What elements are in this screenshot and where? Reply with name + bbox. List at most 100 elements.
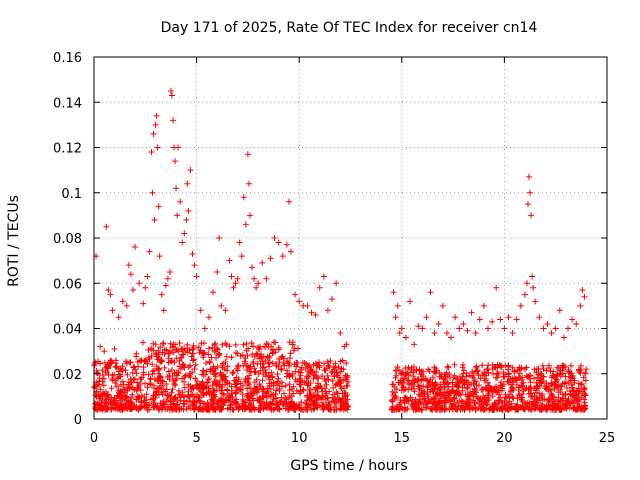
noise-point — [450, 405, 457, 412]
data-point-0-154 — [581, 293, 588, 300]
noise-point — [314, 404, 321, 411]
noise-point — [226, 343, 233, 350]
noise-point — [145, 354, 152, 361]
noise-point — [514, 406, 521, 413]
noise-point — [525, 386, 532, 393]
noise-point — [299, 359, 306, 366]
noise-point — [224, 391, 231, 398]
noise-point — [333, 381, 340, 388]
noise-point — [423, 404, 430, 411]
noise-point — [302, 399, 309, 406]
noise-point — [269, 373, 276, 380]
noise-point — [153, 363, 160, 370]
noise-point — [527, 390, 534, 397]
noise-point — [496, 370, 503, 377]
noise-point — [100, 382, 107, 389]
noise-point — [298, 406, 305, 413]
data-point-0-4 — [105, 287, 112, 294]
noise-point — [498, 364, 505, 371]
noise-point — [495, 387, 502, 394]
noise-point — [308, 406, 315, 413]
noise-point — [129, 391, 136, 398]
noise-point — [575, 390, 582, 397]
noise-point — [164, 395, 171, 402]
noise-point — [265, 393, 272, 400]
noise-point — [506, 393, 513, 400]
noise-point — [581, 386, 588, 393]
noise-point — [164, 392, 171, 399]
noise-point — [179, 361, 186, 368]
noise-point — [464, 385, 471, 392]
noise-point — [562, 398, 569, 405]
data-point-0-89 — [308, 309, 315, 316]
noise-point — [158, 357, 165, 364]
noise-point — [239, 352, 246, 359]
noise-point — [232, 341, 239, 348]
noise-point — [392, 406, 399, 413]
data-point-0-104 — [402, 334, 409, 341]
noise-point — [454, 382, 461, 389]
noise-point — [438, 392, 445, 399]
data-point-0-68 — [242, 221, 249, 228]
noise-point — [262, 367, 269, 374]
noise-point — [557, 373, 564, 380]
data-point-0-9 — [119, 298, 126, 305]
noise-point — [209, 382, 216, 389]
data-point-0-100 — [392, 314, 399, 321]
noise-point — [509, 385, 516, 392]
noise-point — [340, 385, 347, 392]
noise-point — [144, 360, 151, 367]
noise-point — [189, 401, 196, 408]
noise-point — [172, 382, 179, 389]
data-point-0-139 — [529, 273, 536, 280]
data-point-0-22 — [150, 130, 157, 137]
noise-point — [191, 356, 198, 363]
noise-point — [424, 383, 431, 390]
noise-point — [572, 406, 579, 413]
noise-point — [266, 380, 273, 387]
y-tick-label-7: 0.14 — [53, 96, 82, 111]
noise-point — [174, 401, 181, 408]
noise-point — [230, 369, 237, 376]
noise-point — [412, 396, 419, 403]
noise-point — [457, 374, 464, 381]
noise-point — [491, 400, 498, 407]
y-tick-label-4: 0.08 — [53, 232, 82, 247]
noise-point — [136, 394, 143, 401]
noise-point — [521, 405, 528, 412]
noise-point — [276, 400, 283, 407]
noise-point — [287, 404, 294, 411]
noise-point — [296, 381, 303, 388]
data-point-0-84 — [287, 248, 294, 255]
data-point-0-83 — [285, 198, 292, 205]
noise-point — [562, 403, 569, 410]
data-point-0-103 — [398, 325, 405, 332]
noise-point — [415, 376, 422, 383]
noise-point — [418, 371, 425, 378]
noise-point — [570, 392, 577, 399]
noise-point — [184, 349, 191, 356]
noise-point — [466, 372, 473, 379]
noise-point — [462, 400, 469, 407]
noise-point — [410, 406, 417, 413]
noise-point — [309, 368, 316, 375]
data-point-0-66 — [238, 253, 245, 260]
noise-point — [253, 385, 260, 392]
data-point-0-47 — [185, 207, 192, 214]
noise-point — [168, 358, 175, 365]
noise-point — [568, 381, 575, 388]
data-point-0-98 — [343, 341, 350, 348]
noise-point — [241, 378, 248, 385]
data-point-0-56 — [214, 268, 221, 275]
noise-point — [549, 382, 556, 389]
noise-point — [212, 406, 219, 413]
noise-point — [498, 403, 505, 410]
noise-point — [143, 391, 150, 398]
noise-point — [394, 364, 401, 371]
noise-point — [117, 388, 124, 395]
noise-point — [434, 386, 441, 393]
noise-point — [434, 406, 441, 413]
noise-point — [470, 370, 477, 377]
noise-point — [342, 392, 349, 399]
noise-point — [251, 379, 258, 386]
